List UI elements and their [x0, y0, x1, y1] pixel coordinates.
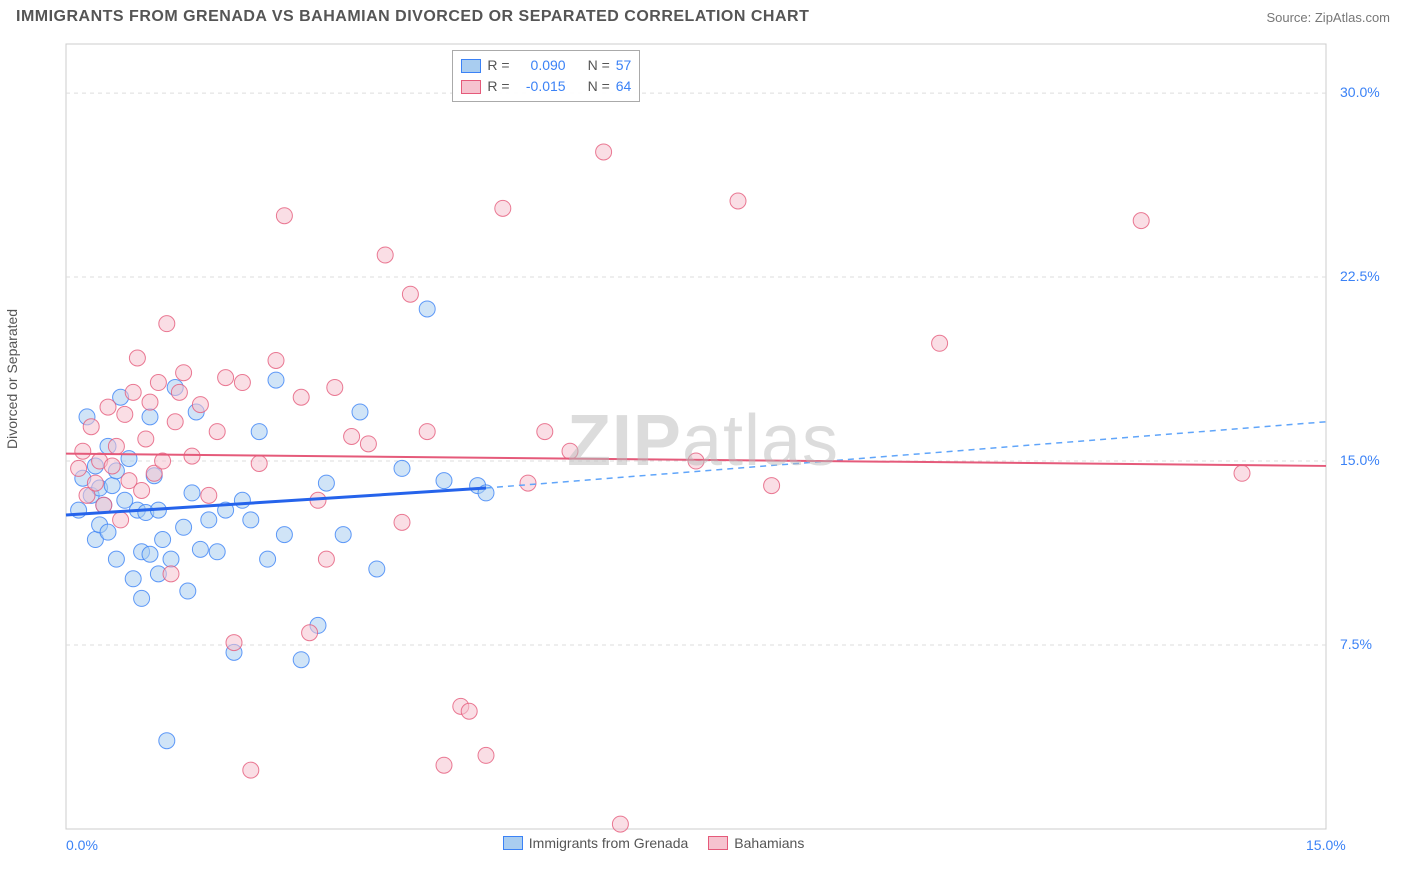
legend-swatch — [461, 59, 481, 73]
r-value: 0.090 — [516, 55, 566, 76]
legend-item: Immigrants from Grenada — [503, 835, 689, 851]
legend-row: R = -0.015 N = 64 — [461, 76, 631, 97]
r-value: -0.015 — [516, 76, 566, 97]
n-value: 57 — [616, 55, 632, 76]
source-attribution: Source: ZipAtlas.com — [1266, 10, 1390, 25]
n-label: N = — [588, 76, 610, 97]
scatter-plot-svg — [16, 34, 1390, 864]
legend-swatch — [461, 80, 481, 94]
legend-item: Bahamians — [708, 835, 804, 851]
n-value: 64 — [616, 76, 632, 97]
legend-swatch — [708, 836, 728, 850]
legend-row: R = 0.090 N = 57 — [461, 55, 631, 76]
x-tick-label: 0.0% — [66, 837, 98, 853]
y-tick-label: 7.5% — [1340, 636, 1372, 652]
chart-container: Divorced or Separated ZIPatlas R =0.090N… — [16, 34, 1390, 864]
y-tick-label: 30.0% — [1340, 84, 1380, 100]
r-label: R = — [487, 76, 509, 97]
legend-label: Bahamians — [734, 835, 804, 851]
chart-title: IMMIGRANTS FROM GRENADA VS BAHAMIAN DIVO… — [16, 8, 809, 26]
legend-label: Immigrants from Grenada — [529, 835, 689, 851]
y-tick-label: 15.0% — [1340, 452, 1380, 468]
series-legend: Immigrants from Grenada Bahamians — [503, 835, 805, 851]
y-axis-label: Divorced or Separated — [4, 309, 20, 449]
correlation-legend: R = 0.090 N = 57 R = -0.015 N = 64 — [452, 50, 640, 102]
r-label: R = — [487, 55, 509, 76]
legend-swatch — [503, 836, 523, 850]
x-tick-label: 15.0% — [1306, 837, 1346, 853]
y-tick-label: 22.5% — [1340, 268, 1380, 284]
n-label: N = — [588, 55, 610, 76]
